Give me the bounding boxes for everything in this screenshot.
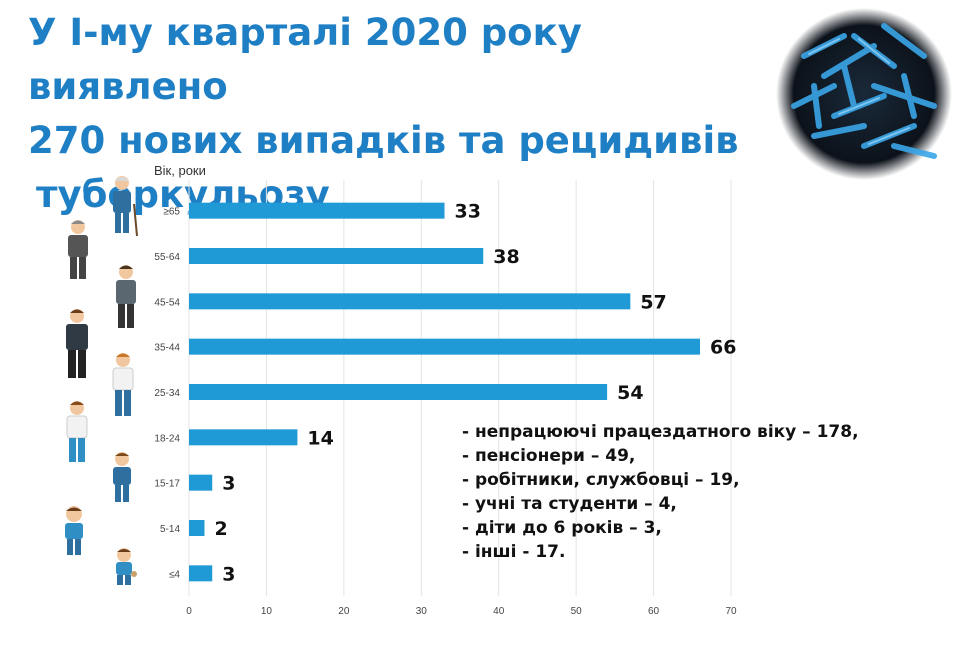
x-tick-label: 20 (338, 606, 350, 617)
data-label: 2 (214, 518, 227, 540)
middle-aged-man-icon (116, 265, 136, 328)
x-tick-label: 50 (571, 606, 583, 617)
category-label: 55-64 (154, 252, 180, 263)
category-label: 25-34 (154, 388, 180, 399)
note-item: - пенсіонери – 49, (462, 446, 636, 466)
category-label: 5-14 (160, 524, 180, 535)
bar (189, 520, 205, 536)
x-tick-label: 30 (416, 606, 428, 617)
data-label: 3 (222, 563, 235, 585)
bar (189, 338, 701, 355)
category-label: ≤4 (169, 569, 180, 580)
young-man-icon (112, 353, 134, 416)
title-line-1: У І-му кварталі 2020 року виявлено (28, 11, 582, 108)
x-tick-label: 0 (186, 606, 192, 617)
child-icon (65, 506, 83, 555)
x-tick-label: 10 (261, 606, 273, 617)
adult-man-suit-icon (66, 309, 88, 378)
x-tick-label: 60 (648, 606, 660, 617)
x-tick-label: 70 (725, 606, 737, 617)
bar (189, 565, 213, 582)
category-label: 18-24 (154, 433, 180, 444)
bar (189, 384, 608, 400)
category-label: 15-17 (154, 479, 180, 490)
elderly-man-icon (113, 176, 138, 237)
note-item: - робітники, службовці – 19, (462, 470, 740, 490)
note-item: - інші - 17. (462, 542, 566, 562)
title-line-2: 270 нових випадків та рецидивів (28, 119, 739, 162)
older-man-icon (68, 220, 88, 279)
x-tick-label: 40 (493, 606, 505, 617)
data-label: 57 (640, 291, 666, 313)
bacteria-image (776, 8, 952, 180)
data-label: 54 (617, 382, 643, 404)
toddler-icon (116, 548, 137, 585)
data-label: 66 (710, 337, 736, 359)
category-label: ≥65 (163, 207, 180, 218)
bar (189, 202, 445, 219)
data-label: 14 (307, 427, 333, 449)
category-label: 45-54 (154, 297, 180, 308)
category-label: 35-44 (154, 343, 180, 354)
note-item: - учні та студенти – 4, (462, 494, 677, 514)
notes-list: - непрацюючі працездатного віку – 178, -… (462, 420, 859, 564)
y-axis-label: Вік, роки (154, 163, 206, 178)
schoolboy-icon (113, 452, 131, 502)
bar (189, 293, 631, 310)
note-item: - непрацюючі працездатного віку – 178, (462, 422, 859, 442)
data-label: 33 (455, 201, 481, 223)
page-title: У І-му кварталі 2020 року виявлено 270 н… (28, 6, 768, 222)
note-item: - діти до 6 років – 3, (462, 518, 662, 538)
data-label: 38 (493, 246, 519, 268)
data-label: 3 (222, 473, 235, 495)
bar (189, 474, 213, 491)
bar (189, 248, 484, 264)
bar (189, 429, 298, 446)
teen-boy-icon (66, 401, 88, 462)
